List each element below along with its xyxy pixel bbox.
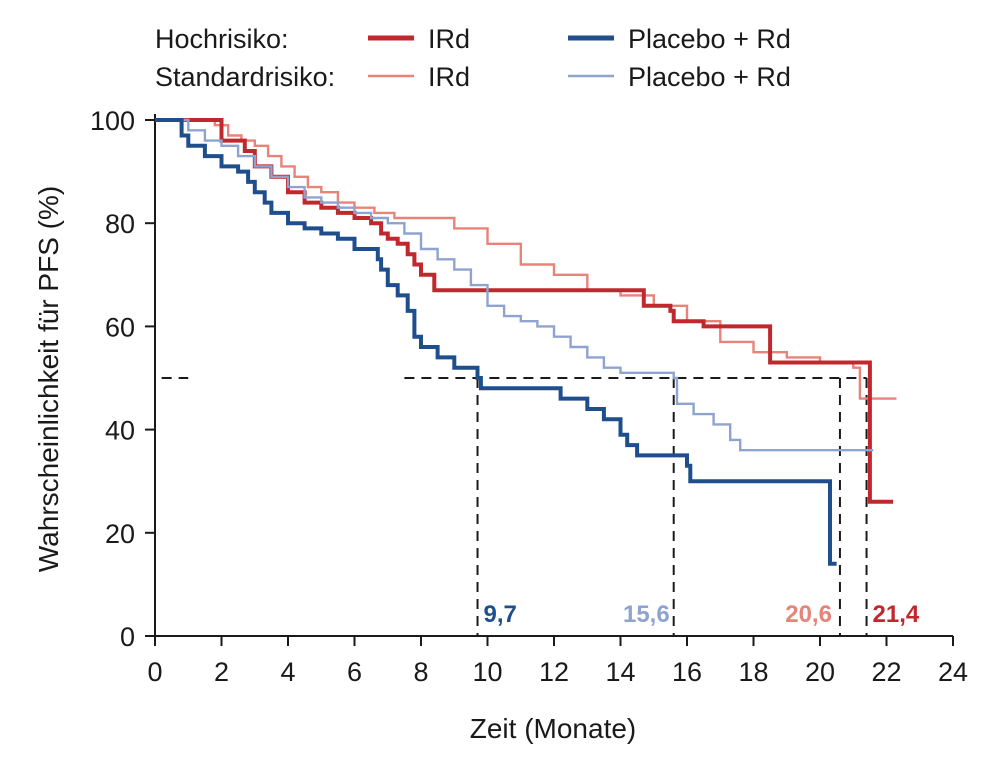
median-labels: 9,7 15,6 20,6 21,4 [484, 601, 920, 628]
x-tick-label: 0 [147, 657, 162, 687]
y-tick-label: 100 [90, 106, 135, 136]
x-axis-title: Zeit (Monate) [470, 713, 637, 744]
survival-curves [155, 118, 897, 566]
x-tick-label: 22 [871, 657, 901, 687]
legend-label-hochrisiko-ird: IRd [428, 24, 470, 54]
legend: Hochrisiko: IRd Placebo + Rd Standardris… [155, 24, 791, 92]
legend-label-standardrisiko-ird: IRd [428, 62, 470, 92]
median-lines [161, 377, 868, 636]
x-tick-label: 4 [280, 657, 295, 687]
y-tick-label: 60 [105, 312, 135, 342]
median-value-label: 15,6 [623, 601, 670, 628]
median-value-label: 21,4 [873, 601, 920, 628]
y-tick-label: 40 [105, 416, 135, 446]
legend-label-standardrisiko-placebo: Placebo + Rd [628, 62, 791, 92]
x-tick-label: 16 [672, 657, 702, 687]
legend-label-hochrisiko-placebo: Placebo + Rd [628, 24, 791, 54]
curve-hochrisiko-placebo-rd [155, 118, 837, 566]
x-tick-label: 6 [347, 657, 362, 687]
x-tick-label: 12 [539, 657, 569, 687]
x-tick-label: 18 [738, 657, 768, 687]
x-tick-label: 14 [605, 657, 635, 687]
curve-standardrisiko-ird [155, 118, 897, 400]
median-value-label: 20,6 [785, 601, 832, 628]
curve-hochrisiko-ird [155, 118, 894, 504]
y-tick-label: 80 [105, 209, 135, 239]
legend-row-label-standardrisiko: Standardrisiko: [155, 62, 335, 92]
x-tick-label: 8 [413, 657, 428, 687]
x-tick-label: 2 [214, 657, 229, 687]
median-value-label: 9,7 [484, 601, 517, 628]
y-tick-label: 20 [105, 519, 135, 549]
curve-standardrisiko-placebo-rd [155, 118, 874, 452]
x-tick-label: 24 [938, 657, 968, 687]
x-tick-label: 20 [805, 657, 835, 687]
y-axis-title: Wahrscheinlichkeit für PFS (%) [33, 186, 64, 572]
legend-row-label-hochrisiko: Hochrisiko: [155, 24, 289, 54]
y-tick-label: 0 [120, 622, 135, 652]
x-tick-label: 10 [472, 657, 502, 687]
